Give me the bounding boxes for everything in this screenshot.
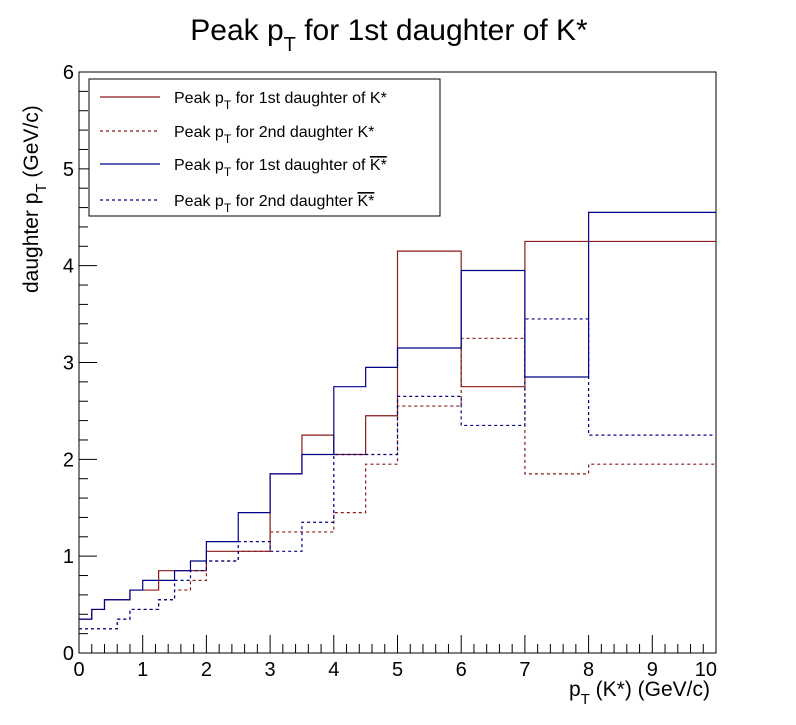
y-axis-label-rest: (GeV/c) [20, 105, 43, 183]
y-tick-label: 4 [63, 256, 74, 278]
y-axis-label: daughter pT (GeV/c) [20, 105, 50, 293]
x-axis-tick-labels: 0 1 2 3 4 5 6 7 8 9 10 [73, 659, 717, 681]
x-tick-label: 0 [73, 659, 84, 681]
x-tick-label: 3 [265, 659, 276, 681]
legend-label: Peak pT for 2nd daughter K* [174, 193, 374, 215]
x-tick-label: 7 [519, 659, 530, 681]
y-axis-label-subscript: T [33, 183, 50, 192]
x-axis-label: pT (K*) (GeV/c) [569, 678, 710, 708]
series-line-3 [79, 211, 716, 620]
series-layer [79, 211, 716, 630]
y-tick-label: 2 [63, 449, 74, 471]
y-tick-label: 0 [63, 643, 74, 665]
x-axis-label-rest: (K*) (GeV/c) [590, 678, 710, 701]
chart-title: Peak pT for 1st daughter of K* [190, 14, 588, 56]
y-tick-label: 6 [63, 62, 74, 84]
x-tick-label: 4 [328, 659, 339, 681]
chart-title-main: Peak p [190, 14, 283, 47]
y-tick-label: 1 [63, 546, 74, 568]
x-tick-label: 5 [392, 659, 403, 681]
series-line-2 [79, 337, 716, 630]
y-tick-label: 5 [63, 159, 74, 181]
y-axis-label-main: daughter p [20, 193, 43, 293]
y-axis-tick-labels: 0 1 2 3 4 5 6 [63, 62, 74, 665]
chart-title-subscript: T [284, 34, 296, 56]
series-line-4 [79, 318, 716, 630]
y-tick-label: 3 [63, 353, 74, 375]
x-axis-label-subscript: T [581, 691, 590, 708]
x-tick-label: 2 [201, 659, 212, 681]
legend: Peak pT for 1st daughter of K* Peak pT fo… [88, 78, 441, 217]
x-tick-label: 10 [695, 659, 717, 681]
legend-label: Peak pT for 1st daughter of K* [174, 90, 387, 112]
x-axis-ticks [78, 635, 717, 653]
x-axis-label-main: p [569, 678, 581, 701]
y-axis-ticks [79, 71, 97, 654]
legend-box [88, 78, 441, 217]
legend-label: Peak pT for 2nd daughter K* [174, 124, 374, 146]
x-tick-label: 6 [456, 659, 467, 681]
x-tick-label: 1 [137, 659, 148, 681]
chart-title-rest: for 1st daughter of K* [296, 14, 588, 47]
x-tick-label: 9 [647, 659, 658, 681]
x-tick-label: 8 [583, 659, 594, 681]
legend-label: Peak pT for 1st daughter of K* [174, 157, 387, 179]
